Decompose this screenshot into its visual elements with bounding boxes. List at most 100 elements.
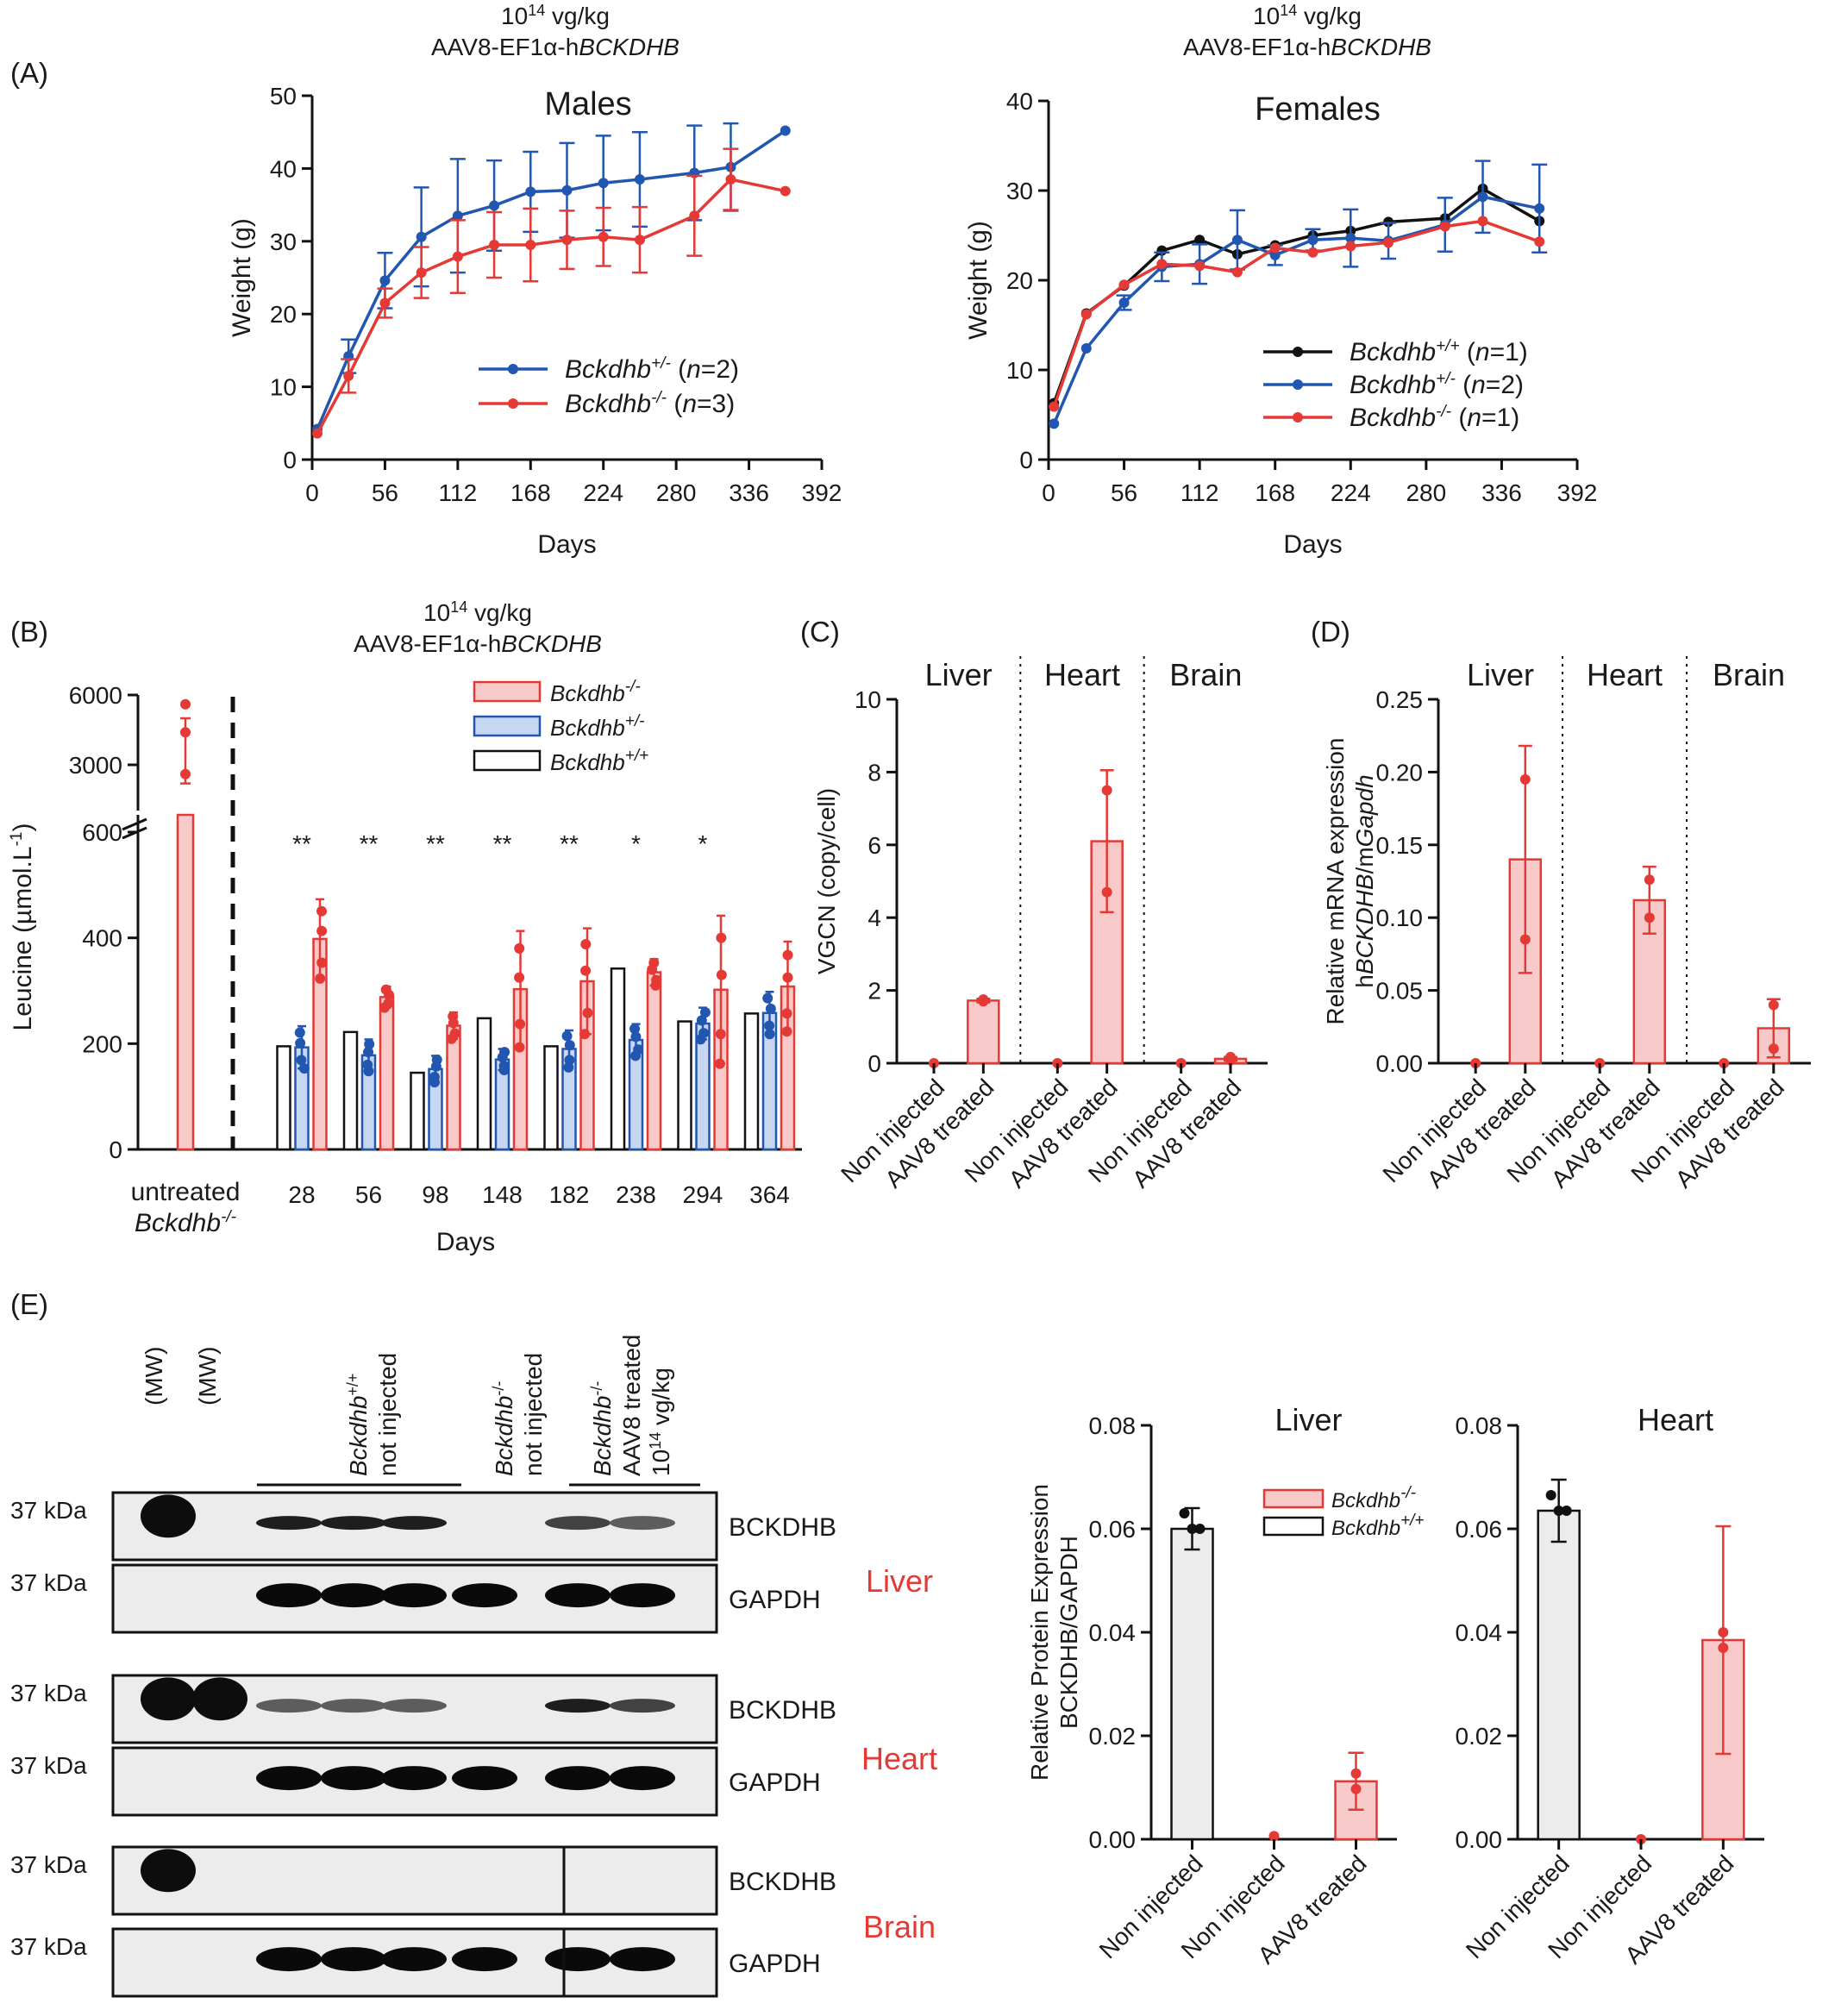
chart-title: Males	[544, 86, 631, 122]
data-point	[1308, 235, 1318, 245]
data-point	[1102, 786, 1112, 796]
y-tick-label: 0.10	[1376, 905, 1424, 931]
chart-mrna: 0.00 0.05 0.10 0.15 0.20 0.25 Relative mRNA ex…	[1322, 656, 1811, 1193]
group-header-treated-base: Bckdhb	[589, 1396, 616, 1476]
legend-n-val: =1)	[1481, 404, 1519, 432]
data-point	[363, 1047, 373, 1057]
data-point	[1049, 418, 1059, 429]
data-point	[1644, 912, 1655, 923]
legend-label: Bckdhb+/+	[550, 747, 648, 775]
kda-label: 37 kDa	[10, 1680, 87, 1706]
data-point	[725, 174, 736, 185]
x-tick-label: 364	[749, 1181, 790, 1208]
group-header-treated-sup: 14	[647, 1432, 664, 1449]
bar	[745, 1013, 758, 1149]
panel-label-d: (D)	[1311, 616, 1350, 648]
data-point	[766, 1004, 776, 1014]
data-point	[780, 186, 791, 197]
data-point	[295, 1038, 305, 1049]
data-point	[1534, 236, 1544, 247]
data-point	[316, 926, 327, 936]
x-tick-label: 98	[422, 1181, 448, 1208]
group-title: Brain	[1713, 657, 1785, 692]
significance-marker: *	[698, 830, 708, 857]
data-point	[1769, 1043, 1779, 1054]
group-header-ko-base: Bckdhb	[491, 1396, 517, 1476]
bar	[1538, 1511, 1580, 1839]
data-point	[1308, 247, 1318, 258]
y-tick-label: 4	[867, 905, 881, 931]
y-tick-label: 0.04	[1456, 1619, 1503, 1646]
data-point	[416, 267, 427, 278]
data-point	[180, 727, 191, 737]
data-point	[379, 275, 390, 285]
data-point	[562, 1030, 573, 1041]
data-point	[416, 232, 427, 242]
data-point	[635, 235, 645, 245]
protein-band	[381, 1766, 447, 1790]
bar	[1172, 1529, 1213, 1839]
legend-label-base: Bckdhb	[1350, 338, 1436, 366]
data-point	[715, 1059, 725, 1069]
bckdhb-label: BCKDHB	[729, 1696, 836, 1725]
data-point	[1180, 1508, 1190, 1518]
data-point	[515, 1042, 525, 1053]
data-point	[431, 1061, 442, 1072]
group-title: Brain	[1169, 657, 1242, 692]
data-point	[379, 1003, 390, 1013]
legend-label: Bckdhb+/- (n=2)	[565, 354, 739, 384]
y-axis-title-line2: BCKDHB/GAPDH	[1055, 1536, 1082, 1729]
protein-band	[321, 1947, 386, 1971]
group-header-treated-line: 1014 vg/kg	[647, 1368, 674, 1476]
y-tick-label: 200	[82, 1030, 122, 1057]
mw-label: (MW)	[194, 1347, 221, 1406]
y-tick-label: 6	[867, 832, 881, 859]
dose-unit: vg/kg	[545, 3, 610, 29]
data-point	[765, 1029, 775, 1039]
protein-band	[321, 1583, 386, 1607]
legend-swatch	[474, 751, 540, 770]
x-tick-label: 392	[1557, 479, 1598, 506]
chart-females: 0102030400 56 112 168 224 280 336 392DaysWeight…	[964, 88, 1597, 559]
chart-title: Liver	[1274, 1402, 1342, 1437]
y-tick-label: 400	[82, 925, 122, 952]
group-header-treated-line: Bckdhb-/-	[588, 1381, 616, 1476]
y-axis-title-sup: -1	[8, 832, 26, 847]
data-point	[343, 371, 354, 381]
y-tick-label: 0.15	[1376, 832, 1424, 859]
data-point	[695, 1034, 705, 1044]
legend-n: (n=2)	[1456, 371, 1524, 399]
data-point	[1232, 235, 1243, 245]
data-point	[1049, 402, 1059, 412]
y-tick-label: 0.05	[1376, 978, 1424, 1005]
legend-label: Bckdhb-/-	[1331, 1484, 1416, 1512]
data-point	[1769, 999, 1779, 1010]
tissue-label: Brain	[863, 1909, 936, 1944]
x-tick-label: 56	[355, 1181, 382, 1208]
y-tick-label: 0.02	[1089, 1723, 1137, 1750]
y-axis-title: Weight (g)	[228, 218, 256, 337]
legend-swatch	[1264, 1490, 1323, 1507]
legend-n-open: (	[671, 355, 686, 384]
data-point	[384, 990, 394, 1000]
untreated-genotype-label: Bckdhb-/-	[135, 1208, 236, 1237]
x-tick-label: 280	[1406, 479, 1446, 506]
data-point	[299, 1063, 310, 1074]
protein-band	[256, 1766, 322, 1790]
data-point	[630, 1050, 641, 1061]
data-point	[1081, 343, 1092, 354]
bar	[448, 1025, 460, 1149]
legend-label-sup: +/-	[1436, 370, 1456, 388]
data-point	[525, 240, 535, 250]
bar-group	[1336, 1753, 1377, 1839]
legend-label-sup: -/-	[625, 678, 641, 696]
legend-n-val: =2)	[701, 355, 739, 384]
vector-gene: BCKDHB	[501, 630, 602, 657]
group-header-treated: Bckdhb-/- AAV8 treated 1014 vg/kg	[588, 1335, 674, 1476]
data-point	[1119, 279, 1130, 290]
data-point	[1351, 1784, 1362, 1794]
protein-band	[452, 1947, 517, 1971]
data-point	[647, 964, 657, 974]
series-blue	[312, 123, 791, 434]
dose-exponent: 14	[450, 598, 467, 616]
